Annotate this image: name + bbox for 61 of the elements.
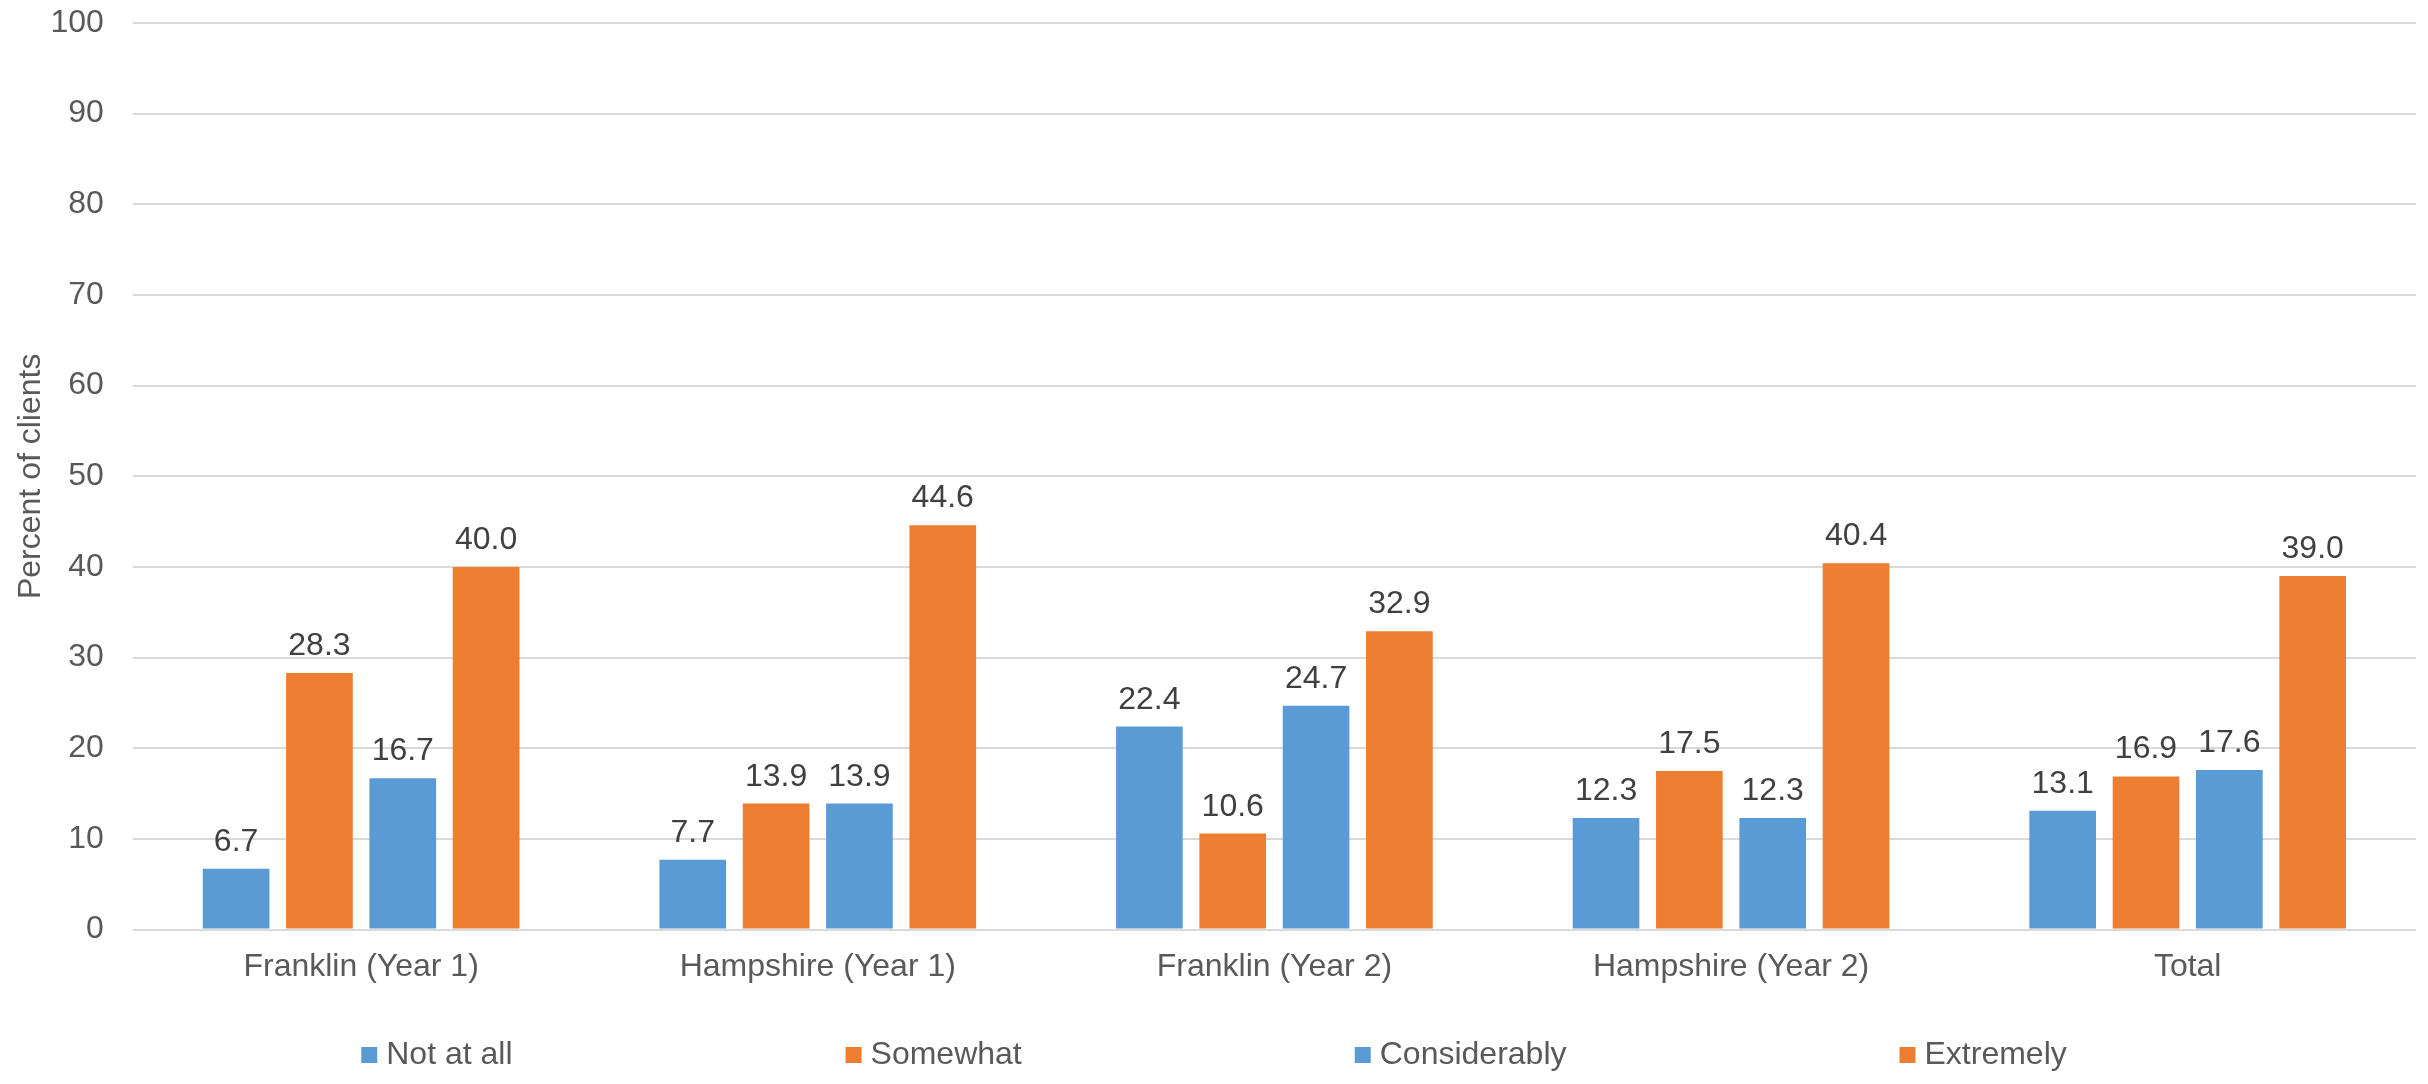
data-label: 28.3 (288, 626, 351, 663)
legend-label: Not at all (386, 1034, 513, 1071)
bar (909, 525, 977, 929)
data-label: 6.7 (213, 821, 259, 858)
y-tick-label: 50 (68, 456, 104, 493)
bar (659, 859, 727, 929)
bar (286, 673, 353, 929)
bar (1822, 563, 1890, 929)
data-label: 10.6 (1201, 786, 1264, 823)
data-label: 17.6 (2198, 723, 2261, 760)
y-tick-label: 30 (68, 637, 104, 674)
y-tick-label: 70 (68, 274, 104, 311)
bar (1366, 631, 1433, 929)
data-label: 22.4 (1118, 679, 1181, 716)
bar (1282, 705, 1350, 929)
data-label: 17.5 (1658, 723, 1721, 760)
data-label: 24.7 (1284, 658, 1348, 695)
data-label: 40.4 (1824, 516, 1888, 553)
bar (369, 778, 437, 929)
legend-label: Extremely (1924, 1034, 2067, 1071)
bar (1656, 770, 1723, 929)
y-tick-label: 10 (68, 818, 104, 855)
x-tick-label: Hampshire (Year 1) (679, 946, 956, 983)
bar (452, 566, 520, 929)
bar (202, 868, 270, 929)
data-label: 13.9 (744, 756, 808, 793)
y-tick-label: 0 (85, 909, 104, 946)
bar (826, 803, 893, 929)
data-label: 12.3 (1741, 771, 1804, 808)
data-label: 44.6 (911, 478, 974, 515)
data-label: 16.7 (371, 731, 434, 768)
bar (2029, 810, 2097, 929)
y-tick-label: 100 (50, 2, 104, 39)
bar (2112, 776, 2180, 929)
x-tick-label: Franklin (Year 1) (243, 946, 479, 983)
y-tick-label: 40 (68, 546, 104, 583)
bar (742, 803, 810, 929)
bar (1116, 726, 1183, 929)
x-tick-label: Franklin (Year 2) (1156, 946, 1393, 983)
x-tick-label: Total (2153, 946, 2222, 983)
legend-label: Considerably (1379, 1034, 1567, 1071)
y-tick-label: 90 (68, 93, 104, 130)
x-tick-label: Hampshire (Year 2) (1592, 946, 1870, 983)
bar (1199, 833, 1267, 929)
data-label: 12.3 (1574, 771, 1638, 808)
bar (1572, 818, 1640, 929)
y-tick-label: 20 (68, 728, 104, 765)
bar (1739, 818, 1807, 929)
y-axis-title: Percent of clients (11, 353, 48, 600)
bar (2279, 576, 2347, 929)
data-label: 39.0 (2281, 529, 2344, 566)
legend-label: Somewhat (870, 1034, 1022, 1071)
y-tick-label: 60 (68, 365, 104, 402)
data-label: 7.7 (670, 812, 715, 849)
data-label: 16.9 (2114, 729, 2178, 766)
data-label: 13.1 (2031, 763, 2094, 800)
data-label: 32.9 (1368, 584, 1431, 621)
data-label: 40.0 (454, 519, 518, 556)
bar (2196, 770, 2263, 929)
y-tick-label: 80 (68, 184, 104, 221)
data-label: 13.9 (828, 756, 891, 793)
